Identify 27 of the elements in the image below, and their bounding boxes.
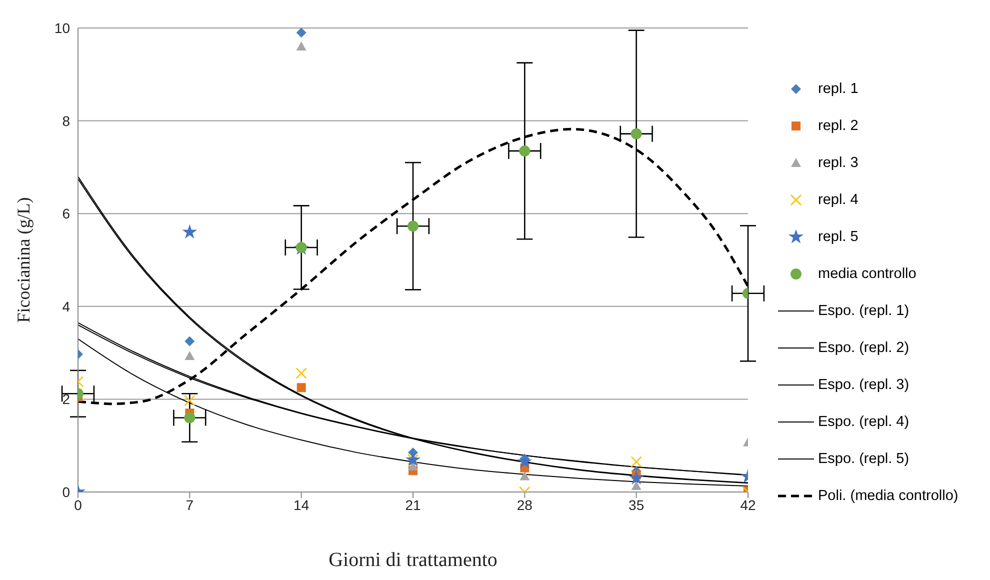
legend-label: media controllo: [818, 266, 916, 282]
legend-label: Espo. (repl. 5): [818, 450, 910, 466]
x-tick-label: 0: [74, 496, 82, 513]
legend-label: repl. 1: [818, 80, 858, 96]
y-tick-label: 0: [62, 484, 70, 500]
y-tick-label: 10: [54, 20, 70, 36]
legend-label: repl. 2: [818, 118, 858, 134]
y-tick-label: 4: [62, 298, 70, 314]
x-tick-label: 42: [740, 496, 756, 513]
legend-label: repl. 4: [818, 192, 858, 208]
x-tick-label: 28: [516, 496, 533, 513]
x-tick-label: 14: [294, 496, 310, 513]
y-axis-title: Ficocianina (g/L): [13, 197, 34, 323]
legend-label: repl. 5: [818, 228, 858, 244]
legend-label: Espo. (repl. 2): [818, 340, 910, 356]
x-tick-label: 35: [628, 496, 644, 513]
y-tick-label: 8: [62, 112, 70, 129]
legend-label: Espo. (repl. 4): [818, 414, 910, 430]
x-tick-label: 21: [405, 496, 421, 513]
legend-label: repl. 3: [818, 154, 858, 170]
x-axis-title: Giorni di trattamento: [328, 549, 498, 572]
x-tick-label: 7: [186, 496, 194, 513]
y-tick-label: 6: [62, 206, 70, 222]
legend-label: Espo. (repl. 1): [818, 302, 910, 318]
legend-label: Poli. (media controllo): [818, 488, 958, 504]
legend-label: Espo. (repl. 3): [818, 376, 910, 392]
y-tick-label: 2: [62, 391, 70, 408]
